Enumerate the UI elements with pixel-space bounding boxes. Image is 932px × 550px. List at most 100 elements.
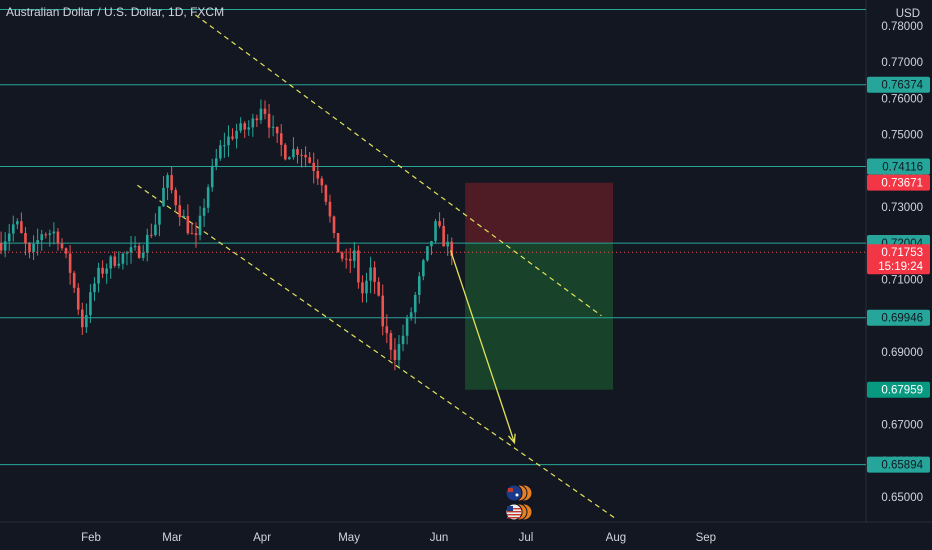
candle-body xyxy=(76,287,80,310)
candle-body xyxy=(373,267,376,282)
tag-67959: 0.67959 xyxy=(867,381,930,398)
candle-body xyxy=(243,123,246,130)
candle-body xyxy=(141,252,145,258)
price-tag-bg xyxy=(867,456,930,473)
candle-body xyxy=(16,221,19,225)
candle-body xyxy=(369,267,372,281)
candle-body xyxy=(0,243,3,251)
candle-body xyxy=(3,241,7,251)
price-tag-bg xyxy=(867,174,930,191)
candles xyxy=(0,99,454,371)
price-tag-bg xyxy=(867,381,930,398)
candle-body xyxy=(255,118,259,121)
candle-body xyxy=(145,234,149,253)
candle-body xyxy=(89,292,92,315)
candle-body xyxy=(178,205,182,218)
candle-body xyxy=(11,224,15,234)
us-flag-icon xyxy=(505,503,533,521)
candle-body xyxy=(190,233,194,235)
candle-body xyxy=(48,233,52,235)
projection-arrow xyxy=(449,250,516,443)
tag-69946: 0.69946 xyxy=(867,309,930,326)
currency-label: USD xyxy=(896,8,920,20)
candle-body xyxy=(239,123,242,131)
candle-body xyxy=(279,133,283,145)
candle-body xyxy=(44,234,48,236)
candle-body xyxy=(316,171,320,179)
candle-body xyxy=(381,295,385,327)
tag-76374: 0.76374 xyxy=(867,76,930,93)
bar-countdown: 15:19:24 xyxy=(878,261,923,273)
candle-body xyxy=(125,252,129,254)
candle-body xyxy=(275,126,279,134)
flag-detail xyxy=(508,488,513,492)
candle-body xyxy=(64,248,68,254)
lower-channel-line xyxy=(137,184,617,520)
candle-body xyxy=(438,221,441,226)
x-tick-label: Aug xyxy=(606,532,626,544)
candle-body xyxy=(28,243,31,252)
tag-65894: 0.65894 xyxy=(867,456,930,473)
candle-body xyxy=(7,233,11,242)
y-tick-label: 0.69000 xyxy=(881,347,923,359)
candle-body xyxy=(137,245,141,258)
candle-body xyxy=(32,244,35,252)
current-price-tag: 0.71753 15:19:24 xyxy=(867,244,930,275)
candle-body xyxy=(304,154,307,158)
candle-body xyxy=(450,241,454,256)
candle-body xyxy=(227,136,230,146)
flag-detail xyxy=(507,517,521,519)
candle-body xyxy=(251,118,255,128)
y-tick-label: 0.65000 xyxy=(881,492,923,504)
candle-body xyxy=(442,225,445,247)
x-tick-label: Feb xyxy=(81,532,101,544)
au-flag-icon xyxy=(505,484,533,502)
candle-body xyxy=(219,145,222,159)
candle-body xyxy=(292,149,295,158)
candle-body xyxy=(422,260,425,277)
price-tag-bg xyxy=(867,76,930,93)
candle-body xyxy=(105,268,108,274)
candle-body xyxy=(40,234,43,241)
candle-body xyxy=(36,240,39,245)
candle-body xyxy=(121,253,125,264)
candle-body xyxy=(324,185,328,202)
flag-detail xyxy=(515,493,519,497)
price-tag-text: 0.74116 xyxy=(882,162,923,174)
candle-body xyxy=(52,231,56,234)
candle-body xyxy=(446,241,449,247)
y-tick-label: 0.76000 xyxy=(881,93,923,105)
flag-detail xyxy=(507,506,513,511)
candle-body xyxy=(434,221,437,242)
candle-body xyxy=(81,309,84,328)
candle-body xyxy=(409,312,413,319)
price-tag-text: 0.69946 xyxy=(881,313,923,325)
candle-body xyxy=(296,149,299,155)
candle-body xyxy=(162,187,165,207)
x-tick-label: Jul xyxy=(519,532,534,544)
upper-channel-line xyxy=(195,14,602,317)
take-profit-zone xyxy=(465,243,613,390)
candle-body xyxy=(365,280,368,294)
tag-73671: 0.73671 xyxy=(867,174,930,191)
y-tick-label: 0.78000 xyxy=(881,21,923,33)
tag-74116: 0.74116 xyxy=(867,158,930,175)
stop-loss-zone xyxy=(465,182,613,244)
candle-body xyxy=(68,253,72,273)
candle-body xyxy=(263,108,267,114)
candle-body xyxy=(336,233,340,253)
candle-body xyxy=(56,231,60,244)
x-tick-label: Jun xyxy=(430,532,449,544)
current-price-tag-bg xyxy=(867,244,930,275)
candle-body xyxy=(93,283,96,293)
candle-body xyxy=(344,258,348,260)
price-tag-text: 0.65894 xyxy=(881,460,923,472)
candle-body xyxy=(377,281,380,296)
candle-body xyxy=(24,232,27,244)
candle-body xyxy=(166,175,169,188)
candle-body xyxy=(113,256,117,266)
candle-body xyxy=(288,157,291,160)
candle-body xyxy=(385,326,389,334)
candle-body xyxy=(235,130,238,139)
